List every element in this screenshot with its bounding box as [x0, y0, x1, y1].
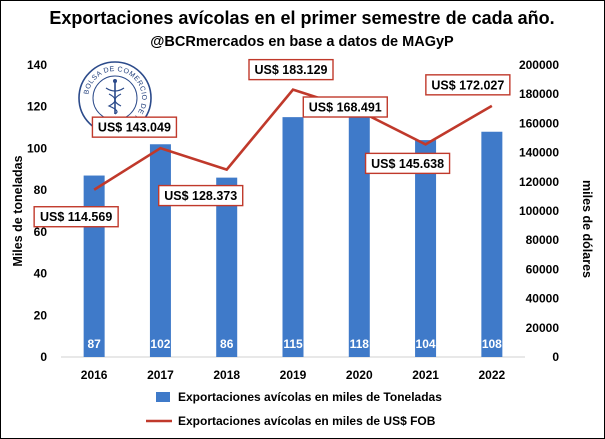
left-axis-label: Miles de toneladas: [11, 155, 25, 266]
svg-text:US$ 128.373: US$ 128.373: [164, 189, 237, 203]
svg-text:US$ 145.638: US$ 145.638: [371, 157, 444, 171]
svg-text:US$ 143.049: US$ 143.049: [98, 121, 171, 135]
x-axis-tick: 2020: [346, 368, 373, 382]
line-series: [93, 88, 493, 191]
x-axis-tick: 2022: [479, 368, 506, 382]
right-axis-tick: 80000: [526, 233, 560, 247]
line-value-label: US$ 172.027: [425, 74, 511, 96]
bar-value-label: 115: [283, 337, 303, 351]
right-axis-label: miles de dólares: [580, 180, 594, 278]
bar-value-label: 87: [87, 337, 101, 351]
bar-value-label: 118: [350, 337, 370, 351]
svg-text:US$ 168.491: US$ 168.491: [309, 101, 382, 115]
svg-text:US$ 172.027: US$ 172.027: [431, 78, 504, 92]
x-axis-tick: 2021: [412, 368, 439, 382]
x-axis-tick: 2018: [213, 368, 240, 382]
left-axis-tick: 140: [27, 58, 47, 72]
x-axis-tick: 2019: [280, 368, 307, 382]
left-axis-tick: 20: [34, 308, 48, 322]
right-axis-tick: 60000: [526, 262, 560, 276]
left-axis-tick: 120: [27, 100, 47, 114]
legend-swatch-bars: [156, 392, 170, 402]
x-axis-tick: 2016: [81, 368, 108, 382]
line-value-label: US$ 128.373: [158, 184, 244, 207]
legend-item-bars: Exportaciones avícolas en miles de Tonel…: [178, 390, 442, 404]
x-axis-tick: 2017: [147, 368, 174, 382]
right-axis-tick: 120000: [519, 175, 559, 189]
left-axis-tick: 100: [27, 141, 47, 155]
legend: Exportaciones avícolas en miles de Tonel…: [146, 390, 442, 428]
left-axis-tick: 60: [34, 225, 48, 239]
bar: [216, 177, 238, 357]
bcr-seal-logo: BOLSA DE COMERCIO DE ROSARIO: [78, 61, 152, 135]
left-axis-tick: 40: [34, 267, 48, 281]
bar-value-label: 102: [150, 337, 170, 351]
chart-subtitle: @BCRmercados en base a datos de MAGyP: [150, 34, 454, 50]
line-value-label: US$ 143.049: [91, 116, 178, 138]
bar: [481, 131, 503, 357]
plot-area: 0 20 40 60 80 100 120 140 0 20000 40000 60000 80000 1…: [11, 58, 594, 382]
bar-value-label: 108: [482, 337, 502, 351]
left-axis-tick: 80: [34, 183, 48, 197]
chart-title: Exportaciones avícolas en el primer seme…: [49, 8, 554, 28]
bar: [348, 110, 370, 357]
bar: [282, 117, 304, 358]
bar: [83, 175, 105, 357]
line-value-label: US$ 114.569: [33, 206, 119, 228]
line-value-label: US$ 183.129: [248, 58, 334, 81]
right-axis-tick: 160000: [519, 116, 559, 130]
right-axis-tick: 180000: [519, 87, 559, 101]
bar: [415, 140, 437, 357]
bar-value-label: 86: [220, 337, 234, 351]
legend-item-line: Exportaciones avícolas en miles de US$ F…: [178, 414, 436, 428]
right-axis-tick: 0: [552, 350, 559, 364]
bar: [149, 144, 171, 357]
svg-text:US$ 114.569: US$ 114.569: [40, 210, 112, 224]
right-axis-tick: 20000: [526, 321, 560, 335]
left-axis-tick: 0: [40, 350, 47, 364]
right-axis-tick: 200000: [519, 58, 559, 72]
bar-value-label: 104: [416, 337, 436, 351]
line-value-label: US$ 168.491: [302, 96, 388, 118]
right-axis-tick: 40000: [526, 292, 560, 306]
line-value-label: US$ 145.638: [364, 152, 451, 175]
right-axis-tick: 100000: [519, 204, 559, 218]
right-axis-tick: 140000: [519, 146, 559, 160]
svg-text:US$ 183.129: US$ 183.129: [255, 63, 328, 77]
